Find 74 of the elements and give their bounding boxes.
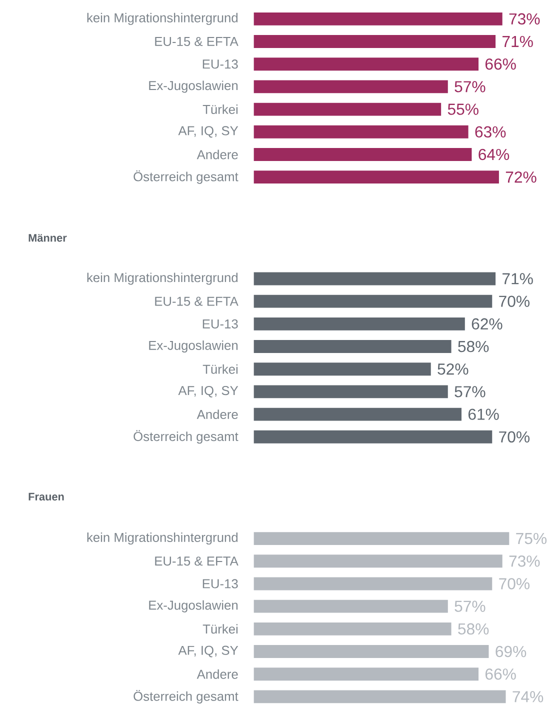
data-label: 55% xyxy=(448,104,478,115)
data-label: 57% xyxy=(454,600,486,612)
y-tick-label: AF, IQ, SY xyxy=(178,386,238,398)
data-label: 58% xyxy=(458,623,488,635)
data-label: 70% xyxy=(498,296,530,307)
bar xyxy=(254,12,502,26)
y-tick-label: Andere xyxy=(196,150,238,160)
data-label: 74% xyxy=(512,691,543,702)
data-label: 66% xyxy=(485,668,516,680)
y-tick-label: kein Migrationshintergrund xyxy=(87,272,238,285)
y-tick-label: AF, IQ, SY xyxy=(178,126,238,138)
y-tick-label: EU-13 xyxy=(202,579,238,588)
bar xyxy=(254,170,499,184)
data-label: 75% xyxy=(516,532,546,544)
y-tick-label: Ex-Jugoslawien xyxy=(148,80,238,93)
text: Männer xyxy=(28,234,66,242)
bar xyxy=(254,408,462,421)
data-label: 72% xyxy=(506,172,536,183)
bar xyxy=(254,317,465,330)
bar xyxy=(254,294,492,308)
bar xyxy=(254,80,448,94)
data-label: 57% xyxy=(454,386,486,398)
y-tick-label: AF, IQ, SY xyxy=(178,646,238,658)
data-label: 70% xyxy=(498,431,530,443)
data-label: 57% xyxy=(454,81,486,92)
bar xyxy=(254,362,431,376)
y-tick-label: Andere xyxy=(196,410,238,420)
bar xyxy=(254,690,506,704)
data-label: 69% xyxy=(496,646,526,658)
data-label: 70% xyxy=(498,578,530,590)
bar xyxy=(254,430,492,444)
y-tick-label: Türkei xyxy=(202,364,238,374)
y-tick-label: Türkei xyxy=(202,104,238,114)
bar xyxy=(254,125,468,138)
y-tick-label: Österreich gesamt xyxy=(133,170,238,184)
y-tick-label: EU-15 & EFTA xyxy=(154,556,238,566)
bar xyxy=(254,622,452,636)
data-label: 61% xyxy=(468,408,499,420)
data-label: 58% xyxy=(458,340,488,352)
bar xyxy=(254,600,448,613)
data-label: 64% xyxy=(478,148,509,160)
y-tick-label: Österreich gesamt xyxy=(133,430,238,444)
y-tick-label: EU-13 xyxy=(202,319,238,328)
data-label: 66% xyxy=(485,58,516,70)
bar xyxy=(254,577,492,590)
bar xyxy=(254,554,502,568)
bar xyxy=(254,272,496,286)
bar xyxy=(254,668,478,681)
y-tick-label: Ex-Jugoslawien xyxy=(148,340,238,353)
data-label: 73% xyxy=(509,13,540,25)
text: Frauen xyxy=(28,492,64,501)
y-tick-label: Andere xyxy=(196,669,238,679)
data-label: 71% xyxy=(502,273,533,284)
bar xyxy=(254,102,441,116)
data-label: 63% xyxy=(475,126,506,138)
y-tick-label: EU-15 & EFTA xyxy=(154,296,238,306)
data-label: 52% xyxy=(437,364,468,375)
bar xyxy=(254,532,509,546)
y-tick-label: kein Migrationshintergrund xyxy=(87,532,238,545)
bar xyxy=(254,645,489,658)
bar xyxy=(254,58,478,71)
data-label: 71% xyxy=(502,36,533,48)
bar xyxy=(254,35,496,48)
y-tick-label: EU-13 xyxy=(202,60,238,69)
y-tick-label: Ex-Jugoslawien xyxy=(148,600,238,612)
y-tick-label: kein Migrationshintergrund xyxy=(87,12,238,25)
y-tick-label: Österreich gesamt xyxy=(133,690,238,704)
bar xyxy=(254,148,472,161)
y-tick-label: Türkei xyxy=(202,624,238,634)
bar xyxy=(254,340,452,353)
data-label: 62% xyxy=(472,318,502,330)
y-tick-label: EU-15 & EFTA xyxy=(154,36,238,46)
data-label: 73% xyxy=(509,556,540,567)
bar xyxy=(254,385,448,398)
